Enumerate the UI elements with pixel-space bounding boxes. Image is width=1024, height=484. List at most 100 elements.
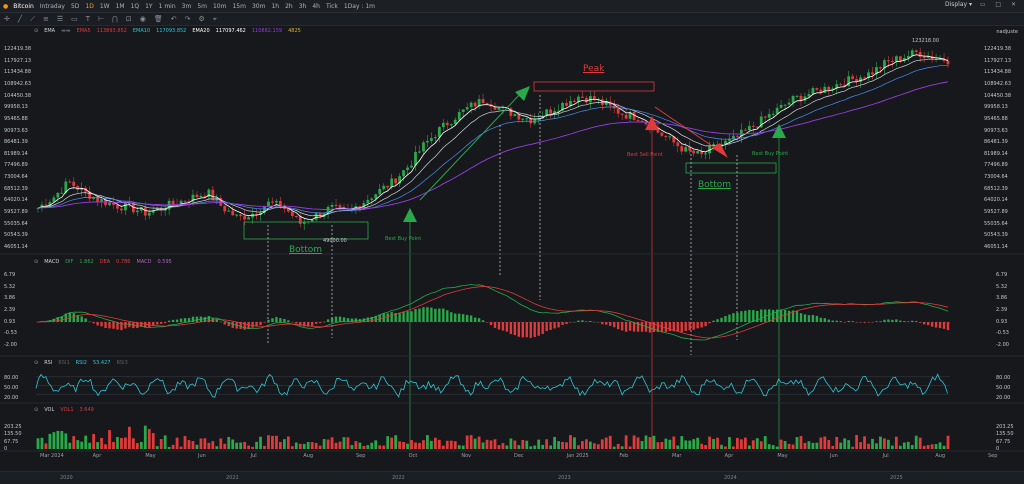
candle-body bbox=[549, 109, 553, 114]
volume-bar bbox=[902, 442, 906, 449]
interval-button[interactable]: 1h bbox=[271, 2, 280, 10]
text-tool-icon[interactable]: T bbox=[85, 15, 91, 23]
interval-button[interactable]: 4h bbox=[312, 2, 320, 10]
interval-button[interactable]: Intraday bbox=[39, 2, 65, 10]
interval-button[interactable]: 1 min bbox=[158, 2, 176, 10]
volume-bar bbox=[771, 445, 775, 449]
interval-button[interactable]: 1Y bbox=[145, 2, 153, 10]
interval-button[interactable]: 3m bbox=[181, 2, 192, 10]
candle-body bbox=[521, 118, 525, 120]
interval-button[interactable]: 3h bbox=[298, 2, 307, 10]
axis-tick-label: 95465.88 bbox=[984, 115, 1008, 122]
interval-button[interactable]: 30m bbox=[251, 2, 266, 10]
macd-histogram-bar bbox=[752, 310, 755, 322]
interval-button[interactable]: 1Q bbox=[130, 2, 140, 10]
channel-tool-icon[interactable]: ≡ bbox=[43, 15, 49, 23]
rsi-legend-icon[interactable]: ⊙ bbox=[34, 360, 39, 366]
macd-histogram-bar bbox=[318, 322, 322, 324]
candle-body bbox=[684, 147, 688, 152]
candle-body bbox=[437, 127, 441, 138]
lock-icon[interactable]: ⊡ bbox=[125, 15, 132, 23]
eye-icon[interactable]: ◉ bbox=[139, 15, 146, 23]
vol-legend: ⊙ VOL VOL1 3.649 bbox=[34, 407, 94, 413]
ema-lines bbox=[37, 54, 949, 220]
year-navigator[interactable]: 2020 2021 2022 2023 2024 2025 bbox=[0, 471, 1024, 484]
rectangle-tool-icon[interactable]: ▭ bbox=[71, 15, 78, 23]
volume-bar bbox=[505, 445, 509, 449]
macd-histogram-bar bbox=[76, 315, 79, 322]
axis-tick-label: 117927.13 bbox=[4, 57, 32, 64]
window-controls[interactable]: ▭ □ ✕ bbox=[979, 1, 1020, 8]
volume-bar bbox=[577, 445, 580, 449]
volume-bar bbox=[477, 436, 481, 449]
vol-legend-icon[interactable]: ⊙ bbox=[34, 407, 39, 413]
volume-bar bbox=[92, 434, 96, 449]
line-tool-icon[interactable]: ╱ bbox=[17, 15, 23, 23]
interval-button[interactable]: 5D bbox=[70, 2, 80, 10]
year-label[interactable]: 2024 bbox=[724, 475, 737, 481]
year-label[interactable]: 2021 bbox=[226, 475, 239, 481]
year-label[interactable]: 2020 bbox=[60, 475, 73, 481]
axis-tick-label: 73004.64 bbox=[984, 174, 1008, 181]
bottom-right-label: Bottom bbox=[698, 180, 732, 190]
camera-icon[interactable]: ⌖ bbox=[212, 14, 217, 23]
fib-tool-icon[interactable]: ☰ bbox=[56, 15, 64, 23]
ema-legend-icon[interactable]: ⊙ bbox=[34, 28, 39, 34]
volume-bar bbox=[652, 435, 656, 449]
interval-button[interactable]: 5m bbox=[197, 2, 207, 10]
candle-body bbox=[183, 200, 187, 202]
axis-tick-label: 135.50 bbox=[4, 431, 22, 438]
macd-histogram-bar bbox=[493, 322, 497, 328]
nadjuste-label[interactable]: nadjuste bbox=[996, 29, 1018, 35]
candle-body bbox=[362, 202, 366, 209]
volume-bar bbox=[469, 435, 473, 449]
interval-button[interactable]: 2h bbox=[285, 2, 293, 10]
peak-box bbox=[533, 81, 655, 92]
volume-bar bbox=[354, 441, 358, 449]
symbol-name[interactable]: Bitcoin bbox=[13, 2, 34, 10]
macd-histogram-bar bbox=[116, 322, 119, 330]
volume-bar bbox=[859, 442, 862, 449]
volume-bar bbox=[712, 439, 715, 449]
volume-bar bbox=[56, 430, 60, 449]
candle-body bbox=[255, 213, 258, 215]
volume-bar bbox=[247, 445, 250, 449]
macd-histogram-bar bbox=[36, 322, 40, 323]
volume-bar bbox=[68, 442, 72, 449]
trash-icon[interactable]: 🗑 bbox=[153, 15, 163, 23]
magnet-icon[interactable]: ⋂ bbox=[112, 15, 118, 23]
candle-body bbox=[787, 102, 791, 105]
measure-tool-icon[interactable]: ⊢ bbox=[98, 15, 105, 23]
year-label[interactable]: 2025 bbox=[890, 475, 903, 481]
interval-button[interactable]: 1M bbox=[115, 2, 125, 10]
interval-button[interactable]: 1D bbox=[85, 2, 94, 10]
ema-line bbox=[37, 64, 948, 214]
volume-bar bbox=[465, 435, 469, 449]
macd-histogram-bar bbox=[223, 322, 226, 325]
candle-body bbox=[743, 129, 747, 131]
candle-body bbox=[390, 178, 394, 188]
settings-icon[interactable]: ⚙ bbox=[198, 15, 205, 23]
undo-icon[interactable]: ↶ bbox=[170, 15, 177, 23]
crosshair-icon[interactable]: ✛ bbox=[4, 15, 10, 23]
macd-name: MACD bbox=[44, 259, 60, 265]
interval-button[interactable]: 1W bbox=[99, 2, 110, 10]
redo-icon[interactable]: ↷ bbox=[184, 15, 191, 23]
ray-tool-icon[interactable]: ⟋ bbox=[30, 14, 35, 23]
display-menu[interactable]: Display ▾ bbox=[944, 1, 972, 8]
macd-legend-icon[interactable]: ⊙ bbox=[34, 259, 39, 265]
volume-bar bbox=[934, 444, 938, 449]
volume-bar bbox=[513, 440, 517, 449]
year-label[interactable]: 2023 bbox=[558, 475, 571, 481]
volume-bar bbox=[569, 435, 572, 449]
candle-body bbox=[855, 79, 859, 83]
interval-button[interactable]: 15m bbox=[232, 2, 246, 10]
candle-body bbox=[775, 107, 779, 114]
interval-button[interactable]: Tick bbox=[325, 2, 338, 10]
volume-bar bbox=[418, 442, 421, 449]
year-label[interactable]: 2022 bbox=[392, 475, 405, 481]
candle-body bbox=[898, 56, 902, 61]
interval-button[interactable]: 10m bbox=[212, 2, 227, 10]
interval-button[interactable]: 1Day : 1m bbox=[343, 2, 376, 10]
